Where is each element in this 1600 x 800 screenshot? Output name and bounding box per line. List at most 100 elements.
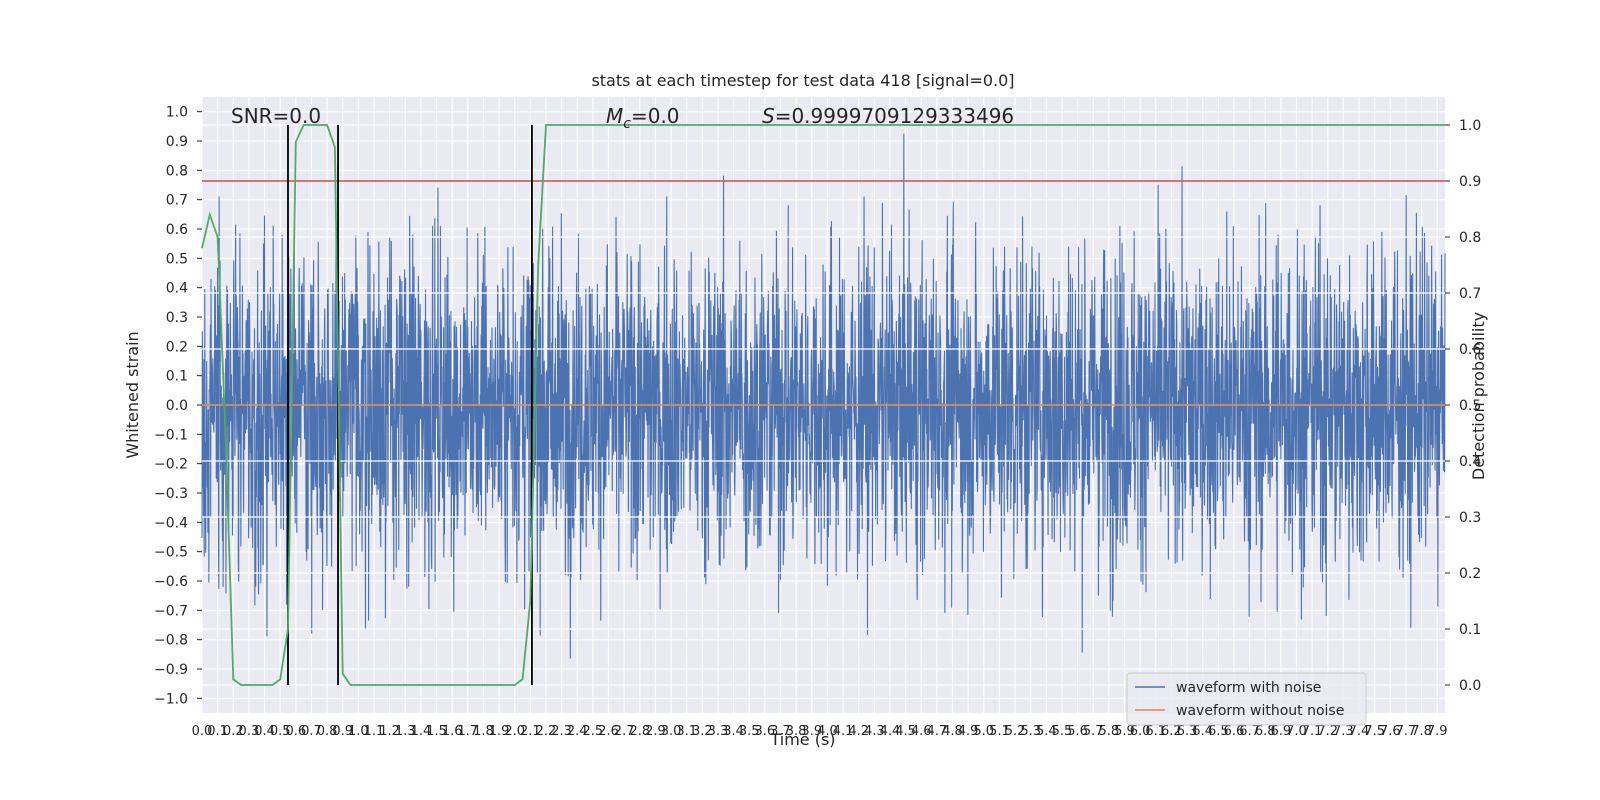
x-tick-label: 1.8 (473, 724, 494, 739)
y-tick-label: −0.5 (154, 545, 188, 561)
y-tick-label: 0.9 (166, 134, 188, 150)
y-tick-label: 0.5 (166, 251, 188, 267)
y2-tick-label: 0.2 (1459, 566, 1481, 582)
x-tick-label: 5.7 (1083, 724, 1104, 739)
x-tick-label: 6.2 (1161, 724, 1182, 739)
y-tick-label: 0.0 (166, 398, 188, 414)
y2-axis-ticks: 1.0 0.9 0.8 0.7 0.6 0.5 0.4 0.3 0.2 0.1 0.0 (1445, 118, 1481, 694)
x-tick-label: 4.2 (848, 724, 869, 739)
y2-tick-label: 0.9 (1459, 174, 1481, 190)
x-tick-label: 5.3 (1020, 724, 1041, 739)
legend-label-without-noise: waveform without noise (1176, 703, 1344, 719)
x-tick-label: 0.3 (239, 724, 260, 739)
series-waveform-with-noise (201, 133, 1446, 659)
x-tick-label: 4.1 (833, 724, 854, 739)
y-tick-label: −0.9 (154, 662, 188, 678)
y2-tick-label: 0.8 (1459, 230, 1481, 246)
x-tick-label: 2.7 (614, 724, 635, 739)
x-tick-label: 3.3 (708, 724, 729, 739)
x-tick-label: 1.5 (426, 724, 447, 739)
y2-tick-label: 0.4 (1459, 454, 1481, 470)
s-annotation: S=0.9999709129333496 (762, 104, 1014, 128)
y-tick-label: −0.4 (154, 515, 188, 531)
x-tick-label: 0.4 (254, 724, 275, 739)
x-tick-label: 2.9 (645, 724, 666, 739)
y-axis-ticks: 1.0 0.9 0.8 0.7 0.6 0.5 0.4 0.3 0.2 0.1 0.0 −0.1 −0.… (154, 105, 202, 707)
y-tick-label: −0.3 (154, 486, 188, 502)
x-tick-label: 2.2 (536, 724, 557, 739)
x-tick-label: 5.6 (1067, 724, 1088, 739)
y-tick-label: 0.4 (166, 281, 188, 297)
x-tick-label: 3.7 (770, 724, 791, 739)
x-tick-label: 0.6 (285, 724, 306, 739)
x-tick-label: 0.9 (332, 724, 353, 739)
x-tick-label: 0.0 (192, 724, 213, 739)
x-tick-label: 2.0 (504, 724, 525, 739)
x-tick-label: 1.4 (411, 724, 432, 739)
x-tick-label: 4.7 (927, 724, 948, 739)
x-tick-label: 0.2 (223, 724, 244, 739)
x-tick-label: 6.9 (1270, 724, 1291, 739)
x-tick-label: 4.5 (895, 724, 916, 739)
series-detection-probability (201, 124, 1445, 686)
x-tick-label: 3.5 (739, 724, 760, 739)
x-tick-label: 4.6 (911, 724, 932, 739)
mc-symbol: M (606, 104, 623, 128)
waveform-with-noise-path (201, 133, 1446, 659)
x-tick-label: 3.0 (661, 724, 682, 739)
x-tick-label: 3.9 (801, 724, 822, 739)
x-tick-label: 5.5 (1052, 724, 1073, 739)
x-tick-label: 4.8 (942, 724, 963, 739)
snr-annotation: SNR=0.0 (231, 104, 321, 128)
x-tick-label: 6.6 (1224, 724, 1245, 739)
mc-subscript: c (623, 116, 631, 132)
x-axis-label: Time (s) (769, 730, 835, 749)
x-tick-label: 5.9 (1114, 724, 1135, 739)
x-tick-label: 5.0 (973, 724, 994, 739)
x-tick-label: 5.2 (1005, 724, 1026, 739)
y2-tick-label: 1.0 (1459, 118, 1481, 134)
x-tick-label: 3.6 (755, 724, 776, 739)
x-tick-label: 6.3 (1177, 724, 1198, 739)
y2-axis-label: Detection probability (1469, 312, 1488, 480)
s-symbol: S (762, 104, 775, 128)
y-tick-label: 1.0 (166, 105, 188, 121)
x-tick-label: 2.6 (598, 724, 619, 739)
x-tick-label: 1.2 (379, 724, 400, 739)
y2-tick-label: 0.5 (1459, 398, 1481, 414)
y2-tick-label: 0.0 (1459, 678, 1481, 694)
y2-tick-label: 0.3 (1459, 510, 1481, 526)
x-tick-label: 7.9 (1427, 724, 1448, 739)
x-tick-label: 1.1 (364, 724, 385, 739)
y-tick-label: −0.8 (154, 633, 188, 649)
y2-tick-label: 0.1 (1459, 622, 1481, 638)
x-tick-label: 3.8 (786, 724, 807, 739)
y2-tick-label: 0.7 (1459, 286, 1481, 302)
y-tick-label: −0.7 (154, 603, 188, 619)
x-tick-label: 6.1 (1145, 724, 1166, 739)
x-tick-label: 2.5 (583, 724, 604, 739)
s-value: =0.9999709129333496 (775, 104, 1014, 128)
x-tick-label: 4.0 (817, 724, 838, 739)
x-tick-label: 4.3 (864, 724, 885, 739)
legend-label-with-noise: waveform with noise (1176, 680, 1321, 696)
y2-tick-label: 0.6 (1459, 342, 1481, 358)
x-tick-label: 7.7 (1396, 724, 1417, 739)
x-tick-label: 2.3 (551, 724, 572, 739)
x-tick-label: 6.8 (1255, 724, 1276, 739)
x-tick-label: 1.9 (489, 724, 510, 739)
x-tick-label: 7.1 (1302, 724, 1323, 739)
chart-title: stats at each timestep for test data 418… (591, 71, 1014, 90)
y-tick-label: 0.8 (166, 163, 188, 179)
mc-annotation: Mc=0.0 (606, 104, 680, 132)
x-tick-label: 3.2 (692, 724, 713, 739)
x-tick-label: 1.0 (348, 724, 369, 739)
legend: waveform with noise waveform without noi… (1126, 672, 1367, 726)
x-tick-label: 2.4 (567, 724, 588, 739)
x-tick-label: 7.0 (1286, 724, 1307, 739)
y-axis-label: Whitened strain (123, 331, 142, 458)
x-tick-label: 5.4 (1036, 724, 1057, 739)
y-tick-label: −0.1 (154, 427, 188, 443)
x-tick-label: 1.6 (442, 724, 463, 739)
